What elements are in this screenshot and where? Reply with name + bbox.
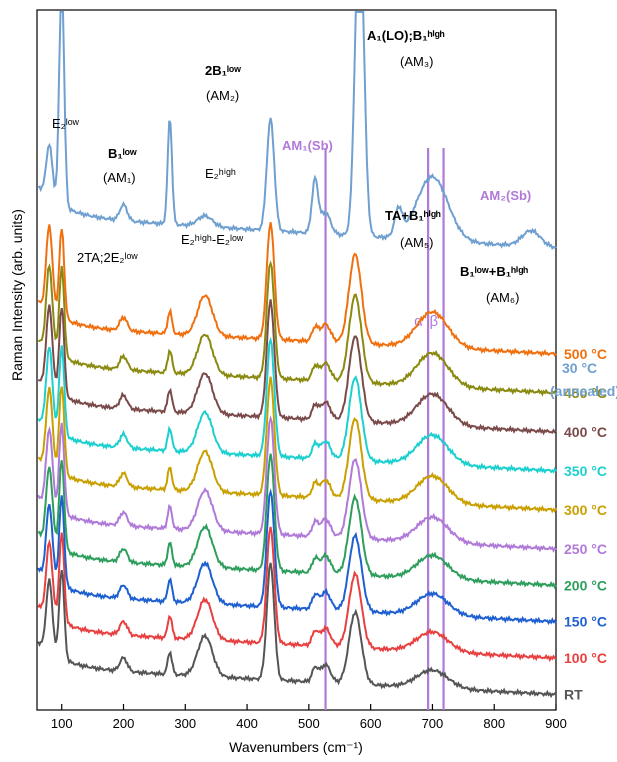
annot-2b1low: 2B₁ˡᵒʷ bbox=[205, 63, 241, 78]
annot-diff: E₂ʰⁱᵍʰ-E₂ˡᵒʷ bbox=[181, 232, 244, 247]
spectrum-curve bbox=[37, 299, 557, 436]
annot-am6: (AM₆) bbox=[486, 290, 519, 305]
x-axis-label: Wavenumbers (cm⁻¹) bbox=[229, 739, 363, 755]
annot-am2: (AM₂) bbox=[206, 88, 239, 103]
spectrum-curve bbox=[37, 488, 557, 626]
x-tick-label: 600 bbox=[360, 716, 382, 731]
annot-am5: (AM₅) bbox=[400, 235, 433, 250]
x-tick-label: 300 bbox=[174, 716, 196, 731]
x-tick-label: 700 bbox=[422, 716, 444, 731]
annot-am3: (AM₃) bbox=[400, 54, 433, 69]
series-label: RT bbox=[564, 686, 583, 702]
spectrum-curve bbox=[37, 222, 557, 358]
x-tick-label: 100 bbox=[51, 716, 73, 731]
spectrum-curve bbox=[37, 336, 557, 474]
label-30c-line1: 30 °C bbox=[562, 360, 597, 376]
plot-frame bbox=[36, 9, 557, 711]
spectrum-curve bbox=[37, 526, 557, 663]
spectrum-curve bbox=[37, 453, 557, 590]
peak-annotations: E₂ˡᵒʷ B₁ˡᵒʷ (AM₁) 2B₁ˡᵒʷ (AM₂) A₁(LO);B₁… bbox=[52, 28, 617, 399]
x-tick-label: 200 bbox=[113, 716, 135, 731]
annot-am1: (AM₁) bbox=[103, 170, 136, 185]
spectrum-curve bbox=[37, 415, 557, 553]
annot-e2high: E₂ʰⁱᵍʰ bbox=[205, 166, 236, 181]
spectrum-curve bbox=[37, 376, 557, 514]
x-ticks: 100 200 300 400 500 600 700 800 900 bbox=[51, 704, 567, 731]
axes bbox=[36, 9, 557, 711]
series-label: 250 °C bbox=[564, 541, 607, 557]
spectrum-curve bbox=[38, 260, 557, 397]
vertical-marker-label: β bbox=[430, 313, 439, 330]
annot-b1low: B₁ˡᵒʷ bbox=[108, 146, 137, 161]
series-label: 100 °C bbox=[564, 650, 607, 666]
annot-am2sb: AM₂(Sb) bbox=[480, 188, 531, 203]
series-label: 400 °C bbox=[564, 424, 607, 440]
label-30c-line2: (annealed) bbox=[550, 383, 617, 399]
annot-am1sb: AM₁(Sb) bbox=[282, 138, 333, 153]
x-tick-label: 900 bbox=[545, 716, 567, 731]
series-label: 500 °C bbox=[564, 346, 607, 362]
x-tick-label: 500 bbox=[298, 716, 320, 731]
spectrum-curve bbox=[37, 562, 557, 699]
annot-2ta: 2TA;2E₂ˡᵒʷ bbox=[77, 250, 138, 265]
annot-a1lo: A₁(LO);B₁ʰⁱᵍʰ bbox=[367, 28, 445, 43]
annot-b1sum: B₁ˡᵒʷ+B₁ʰⁱᵍʰ bbox=[460, 264, 528, 279]
spectra-curves bbox=[37, 11, 557, 699]
series-label: 200 °C bbox=[564, 577, 607, 593]
spectrum-curve bbox=[37, 11, 557, 251]
series-labels: RT 100 °C 150 °C 200 °C 250 °C 300 °C 350 °C 40… bbox=[564, 346, 607, 703]
series-label: 150 °C bbox=[564, 614, 607, 630]
series-label: 350 °C bbox=[564, 463, 607, 479]
annot-e2low: E₂ˡᵒʷ bbox=[52, 116, 80, 131]
y-axis-label: Raman Intensity (arb. units) bbox=[9, 209, 25, 381]
x-tick-label: 400 bbox=[236, 716, 258, 731]
series-label: 450 °C bbox=[564, 385, 607, 401]
annot-ta: TA+B₁ʰⁱᵍʰ bbox=[385, 208, 441, 223]
series-label: 300 °C bbox=[564, 502, 607, 518]
x-tick-label: 800 bbox=[483, 716, 505, 731]
